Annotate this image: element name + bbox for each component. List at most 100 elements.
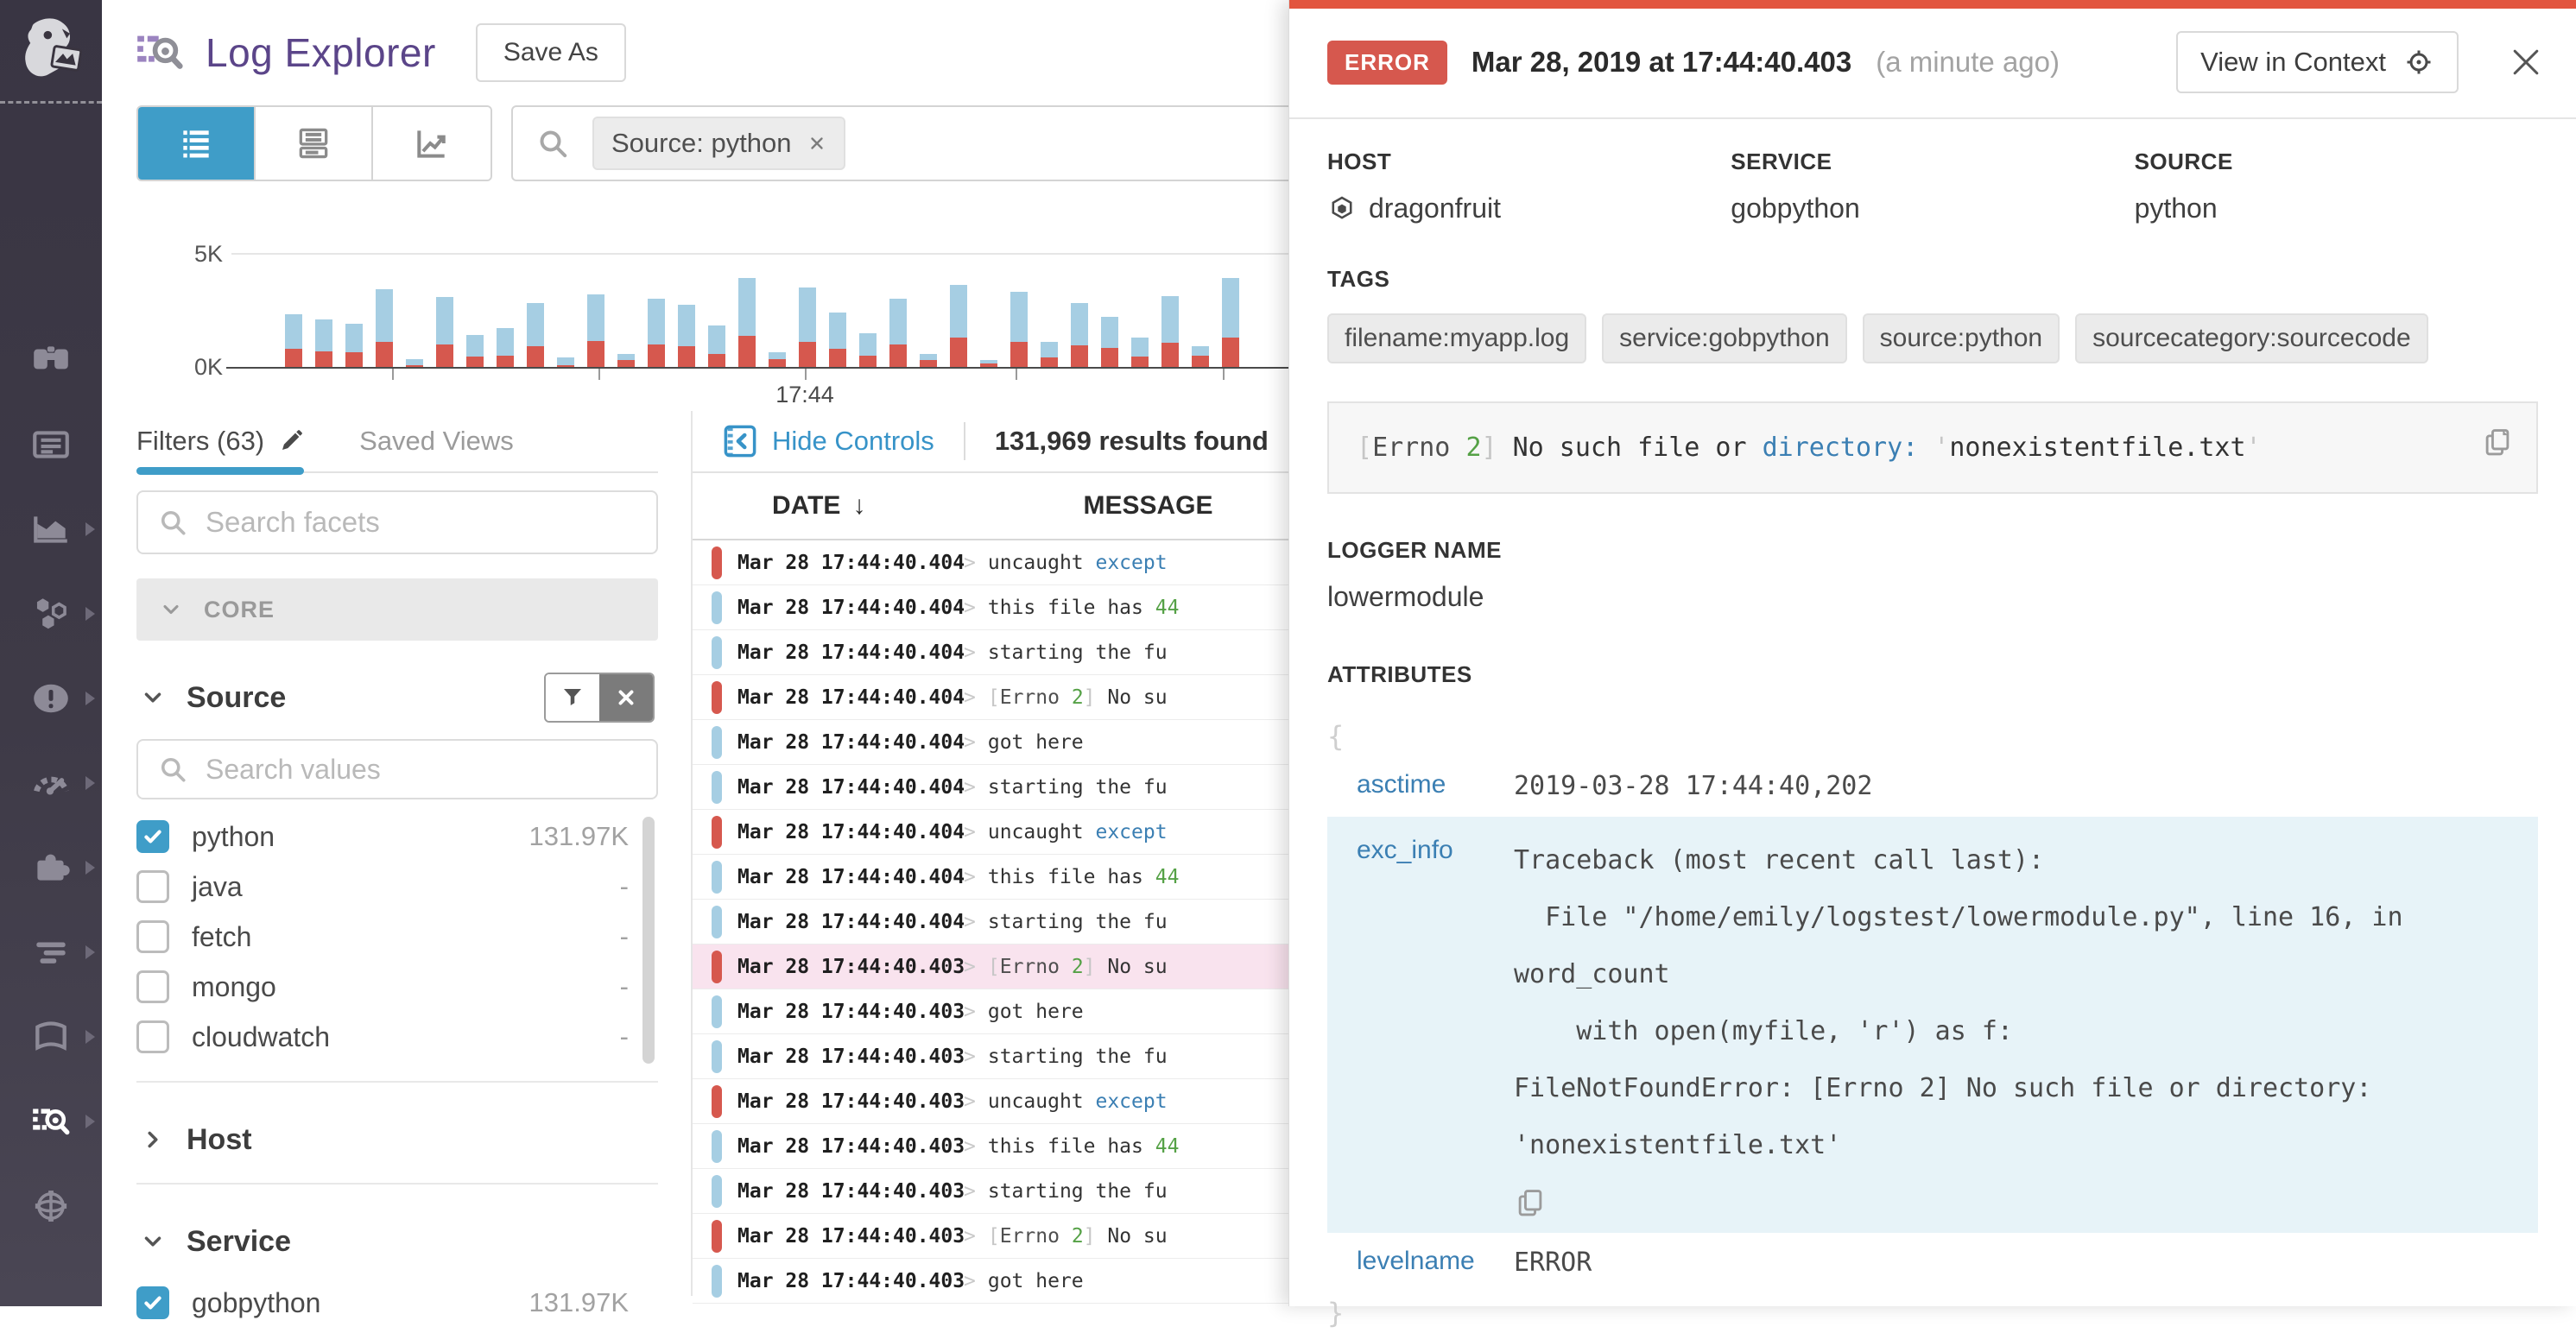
histogram-bar[interactable] — [1010, 292, 1028, 367]
tab-filters[interactable]: Filters (63) — [136, 411, 305, 475]
save-as-button[interactable]: Save As — [475, 23, 626, 82]
sidebar-item-pipelines[interactable] — [0, 910, 102, 995]
sidebar-item-integrations-puzzle[interactable] — [0, 825, 102, 910]
tag-pill[interactable]: service:gobpython — [1602, 313, 1847, 363]
sidebar-item-apm-gauge[interactable] — [0, 741, 102, 825]
histogram-bar[interactable] — [738, 278, 756, 367]
histogram-bar[interactable] — [1222, 278, 1239, 367]
histogram-bar[interactable] — [557, 357, 574, 367]
sidebar-item-settings-globe[interactable] — [0, 1164, 102, 1248]
token-remove-icon[interactable] — [807, 134, 826, 153]
facet-value-fetch[interactable]: fetch - — [136, 912, 629, 962]
facet-group-host[interactable]: Host — [136, 1115, 658, 1164]
histogram-bar[interactable] — [497, 328, 514, 367]
histogram-bar[interactable] — [406, 359, 423, 367]
log-row[interactable]: Mar 28 17:44:40.404 > [Errno 2] No su — [693, 675, 2576, 720]
severity-info-pill — [712, 995, 722, 1028]
datadog-logo[interactable] — [0, 0, 102, 104]
list-view-button[interactable] — [138, 107, 256, 180]
log-row[interactable]: Mar 28 17:44:40.404 > starting the fu — [693, 900, 2576, 944]
histogram-bar[interactable] — [436, 297, 453, 367]
histogram-bar[interactable] — [829, 313, 846, 367]
histogram-bar[interactable] — [617, 354, 635, 367]
histogram-bar[interactable] — [859, 333, 877, 367]
copy-icon[interactable] — [2481, 426, 2514, 458]
search-facets-input[interactable]: Search facets — [136, 490, 658, 554]
facet-value-python[interactable]: python 131.97K — [136, 812, 629, 862]
search-values-input[interactable]: Search values — [136, 739, 658, 799]
histogram-bar[interactable] — [587, 294, 604, 367]
histogram-bar[interactable] — [466, 335, 484, 367]
view-in-context-button[interactable]: View in Context — [2176, 31, 2459, 93]
column-header-date[interactable]: DATE ↓ — [772, 491, 865, 521]
sidebar-item-monitors[interactable] — [0, 656, 102, 741]
histogram-bar[interactable] — [980, 360, 997, 367]
facet-value-mongo[interactable]: mongo - — [136, 962, 629, 1012]
checkbox-icon[interactable] — [136, 870, 169, 903]
analytics-view-button[interactable] — [373, 107, 491, 180]
histogram-bar[interactable] — [1041, 342, 1058, 367]
tag-pill[interactable]: filename:myapp.log — [1327, 313, 1587, 363]
facet-clear-button[interactable] — [599, 674, 653, 721]
histogram-bar[interactable] — [920, 354, 937, 367]
tag-pill[interactable]: source:python — [1862, 313, 2060, 363]
log-row[interactable]: Mar 28 17:44:40.403 > this file has 44 — [693, 1124, 2576, 1169]
histogram-bar[interactable] — [1131, 338, 1149, 367]
histogram-bar[interactable] — [1192, 346, 1209, 367]
histogram-bar[interactable] — [285, 314, 302, 367]
histogram-bar[interactable] — [1101, 317, 1118, 367]
sidebar-item-infrastructure[interactable] — [0, 572, 102, 656]
histogram-bar[interactable] — [678, 305, 695, 367]
error-bar-segment — [436, 344, 453, 367]
close-icon[interactable] — [2507, 43, 2545, 81]
histogram-bar[interactable] — [527, 303, 544, 367]
sidebar-item-logs[interactable] — [0, 1079, 102, 1164]
tab-saved-views[interactable]: Saved Views — [359, 411, 514, 471]
search-token-source-python[interactable]: Source: python — [592, 117, 845, 170]
field-value[interactable]: gobpython — [1731, 193, 2134, 224]
sidebar-item-dashboards[interactable] — [0, 402, 102, 487]
histogram-bar[interactable] — [889, 299, 907, 367]
sidebar-item-notebooks[interactable] — [0, 995, 102, 1079]
histogram-bar[interactable] — [799, 287, 816, 367]
facet-filter-button[interactable] — [546, 674, 599, 721]
copy-icon[interactable] — [1514, 1186, 1547, 1219]
histogram-bar[interactable] — [950, 285, 967, 367]
histogram-bar[interactable] — [345, 324, 363, 367]
attribute-key[interactable]: levelname — [1357, 1247, 1475, 1276]
histogram-bar[interactable] — [1071, 303, 1088, 367]
detail-view-button[interactable] — [256, 107, 373, 180]
attribute-value: Traceback (most recent call last): File … — [1514, 845, 2403, 1161]
facet-value-java[interactable]: java - — [136, 862, 629, 912]
histogram-bar[interactable] — [1161, 296, 1179, 367]
log-row[interactable]: Mar 28 17:44:40.404 > starting the fu — [693, 765, 2576, 810]
facet-values-scrollbar[interactable] — [642, 817, 655, 1064]
field-value[interactable]: python — [2135, 193, 2538, 224]
attribute-key[interactable]: exc_info — [1357, 836, 1453, 865]
hide-controls-button[interactable]: Hide Controls — [722, 423, 934, 459]
attribute-key[interactable]: asctime — [1357, 769, 1446, 799]
checkbox-icon[interactable] — [136, 970, 169, 1003]
sidebar-item-watchdog-binoculars[interactable] — [0, 318, 102, 402]
log-row[interactable]: Mar 28 17:44:40.404 > starting the fu — [693, 630, 2576, 675]
facet-value-cloudwatch[interactable]: cloudwatch - — [136, 1012, 629, 1062]
x-axis-label: 17:44 — [775, 382, 834, 407]
facet-group-source[interactable]: Source — [136, 673, 658, 723]
histogram-bar[interactable] — [648, 299, 665, 367]
checkbox-icon[interactable] — [136, 920, 169, 953]
histogram-bar[interactable] — [315, 319, 332, 367]
checkbox-checked-icon[interactable] — [136, 1286, 169, 1319]
histogram-bar[interactable] — [708, 325, 725, 367]
status-badge: ERROR — [1327, 40, 1447, 85]
facet-value-gobpython[interactable]: gobpython 131.97K — [136, 1278, 629, 1328]
field-value[interactable]: dragonfruit — [1327, 193, 1731, 224]
tag-pill[interactable]: sourcecategory:sourcecode — [2075, 313, 2428, 363]
histogram-bar[interactable] — [769, 352, 786, 367]
checkbox-checked-icon[interactable] — [136, 820, 169, 853]
histogram-bar[interactable] — [376, 289, 393, 367]
column-header-message[interactable]: MESSAGE — [1083, 491, 1212, 521]
core-group-header[interactable]: CORE — [136, 578, 658, 641]
checkbox-icon[interactable] — [136, 1020, 169, 1053]
sidebar-item-metrics[interactable] — [0, 487, 102, 572]
facet-group-service[interactable]: Service — [136, 1217, 658, 1266]
